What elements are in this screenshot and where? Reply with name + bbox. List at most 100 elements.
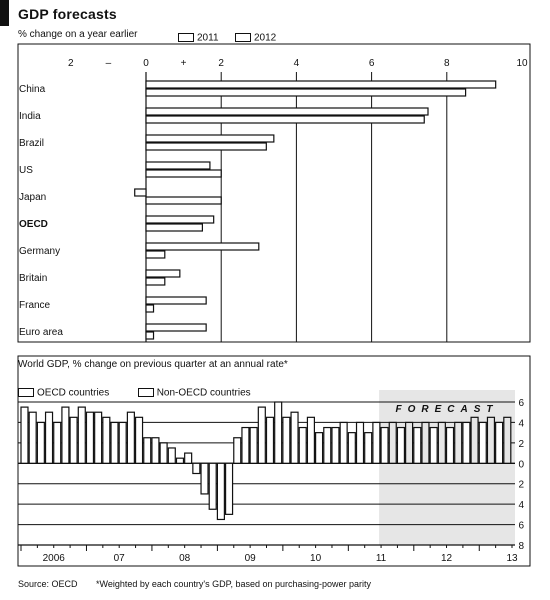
quarter-bar-non-oecd-8 (159, 442, 168, 464)
quarter-bar-oecd-24 (413, 426, 422, 464)
bar-2011-india (145, 107, 429, 116)
top-chart-subtitle: % change on a year earlier (18, 29, 138, 40)
quarter-bar-oecd-0 (20, 406, 29, 464)
y-tick-label-1: 4 (518, 418, 524, 429)
x-tick-label-3: + (181, 58, 187, 69)
footer-note: *Weighted by each country's GDP, based o… (96, 579, 372, 589)
forecast-shading (379, 390, 515, 545)
category-label-2: Brazil (19, 138, 44, 149)
legend-swatch-non-oecd (137, 388, 154, 398)
x-tick-label-4: 2 (218, 58, 224, 69)
bar-2011-japan (134, 188, 147, 197)
quarter-bar-oecd-12 (216, 462, 225, 521)
quarter-bar-oecd-7 (134, 416, 144, 464)
quarter-bar-oecd-10 (184, 452, 193, 464)
quarter-bar-oecd-1 (36, 421, 45, 464)
quarter-bar-oecd-8 (151, 437, 160, 464)
year-label-13: 13 (506, 553, 518, 564)
quarter-bar-oecd-21 (364, 432, 373, 464)
quarter-bar-oecd-20 (347, 432, 356, 464)
quarter-bar-oecd-3 (69, 416, 78, 464)
category-label-8: France (19, 300, 51, 311)
quarter-bar-oecd-13 (233, 437, 242, 464)
quarter-bar-non-oecd-5 (110, 421, 119, 464)
quarter-bar-non-oecd-18 (323, 426, 332, 464)
quarter-bar-non-oecd-4 (94, 411, 103, 464)
quarter-bar-non-oecd-22 (388, 421, 397, 464)
quarter-bar-oecd-5 (102, 416, 111, 464)
quarter-bar-non-oecd-29 (503, 416, 512, 464)
bar-2011-germany (145, 242, 260, 251)
bar-2012-brazil (145, 142, 267, 151)
legend-swatch-2012 (234, 33, 251, 43)
year-label-10: 10 (310, 553, 322, 564)
quarter-bar-non-oecd-20 (355, 421, 365, 464)
quarter-bar-non-oecd-3 (77, 406, 86, 464)
quarter-bar-oecd-23 (396, 426, 406, 464)
forecast-label: FORECAST (396, 404, 499, 415)
quarter-bar-non-oecd-13 (241, 426, 250, 464)
year-label-08: 08 (179, 553, 191, 564)
x-tick-label-2: 0 (143, 58, 149, 69)
legend-label-oecd: OECD countries (37, 387, 110, 399)
quarter-bar-non-oecd-7 (143, 437, 152, 464)
quarter-bar-non-oecd-6 (126, 411, 135, 464)
quarter-bar-oecd-11 (200, 462, 209, 495)
x-tick-label-8: 10 (516, 58, 528, 69)
legend-label-2011: 2011 (197, 32, 219, 44)
quarter-bar-non-oecd-14 (257, 406, 266, 464)
quarter-bar-oecd-2 (53, 421, 62, 464)
x-tick-label-5: 4 (294, 58, 300, 69)
quarter-bar-non-oecd-15 (274, 401, 283, 464)
top-chart-frame (17, 43, 531, 343)
legend-label-non-oecd: Non-OECD countries (156, 387, 251, 399)
bar-2012-britain (145, 277, 166, 286)
quarter-bar-oecd-28 (478, 421, 487, 464)
year-label-12: 12 (441, 553, 453, 564)
category-label-6: Germany (19, 246, 60, 257)
bar-2012-india (145, 115, 425, 124)
y-tick-label-2: 2 (518, 439, 524, 450)
bottom-chart-subtitle: World GDP, % change on previous quarter … (18, 359, 288, 370)
quarter-bar-non-oecd-12 (224, 462, 234, 515)
quarter-bar-oecd-17 (298, 426, 307, 464)
bar-2011-us (145, 161, 211, 170)
page-title: GDP forecasts (18, 6, 117, 22)
x-tick-label-7: 8 (444, 58, 450, 69)
category-label-4: Japan (19, 192, 46, 203)
bar-2012-france (145, 304, 155, 313)
year-label-2006: 2006 (43, 553, 66, 564)
quarter-bar-non-oecd-25 (437, 421, 446, 464)
category-label-9: Euro area (19, 327, 63, 338)
quarter-bar-non-oecd-1 (44, 411, 54, 464)
quarter-bar-non-oecd-28 (486, 416, 496, 464)
quarter-bar-non-oecd-0 (28, 411, 37, 464)
bar-2011-france (145, 296, 207, 305)
quarter-bar-oecd-25 (429, 426, 438, 464)
quarter-bar-oecd-27 (462, 421, 471, 464)
quarter-bar-non-oecd-26 (454, 421, 463, 464)
legend-swatch-oecd (18, 388, 34, 398)
y-tick-label-5: 4 (518, 500, 524, 511)
bar-2012-japan (145, 196, 222, 205)
x-tick-label-6: 6 (369, 58, 375, 69)
year-label-11: 11 (376, 553, 387, 564)
category-label-5: OECD (19, 219, 48, 230)
bar-2011-china (145, 80, 497, 89)
quarter-bar-oecd-9 (167, 447, 176, 464)
y-tick-label-3: 0 (518, 459, 524, 470)
quarter-bar-oecd-22 (380, 426, 389, 464)
quarter-bar-non-oecd-2 (61, 406, 70, 464)
bar-2011-oecd (145, 215, 215, 224)
y-tick-label-7: 8 (518, 541, 524, 552)
top-chart-legend: 2011 2012 (178, 29, 276, 47)
quarter-bar-non-oecd-16 (290, 411, 299, 464)
year-label-09: 09 (245, 553, 257, 564)
bar-2011-britain (145, 269, 181, 278)
quarter-bar-non-oecd-21 (372, 421, 381, 464)
category-label-7: Britain (19, 273, 47, 284)
quarter-bar-oecd-26 (445, 426, 455, 464)
quarter-bar-non-oecd-23 (405, 421, 414, 464)
bar-2011-euro-area (145, 323, 207, 332)
